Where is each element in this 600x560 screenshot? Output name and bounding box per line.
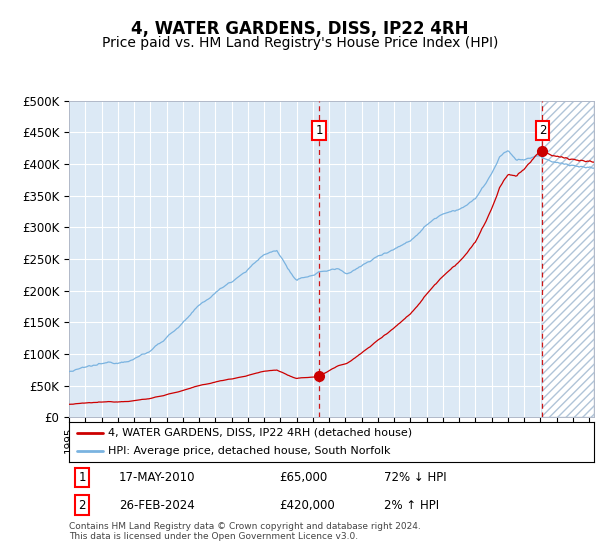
Bar xyxy=(542,101,594,417)
Text: 2: 2 xyxy=(79,499,86,512)
Text: Contains HM Land Registry data © Crown copyright and database right 2024.
This d: Contains HM Land Registry data © Crown c… xyxy=(69,522,421,542)
Text: 26-FEB-2024: 26-FEB-2024 xyxy=(119,499,194,512)
Text: 1: 1 xyxy=(79,471,86,484)
Text: 1: 1 xyxy=(315,124,323,137)
Text: £65,000: £65,000 xyxy=(279,471,327,484)
Text: £420,000: £420,000 xyxy=(279,499,335,512)
Text: 4, WATER GARDENS, DISS, IP22 4RH (detached house): 4, WATER GARDENS, DISS, IP22 4RH (detach… xyxy=(109,428,413,437)
Text: 2: 2 xyxy=(539,124,546,137)
Text: Price paid vs. HM Land Registry's House Price Index (HPI): Price paid vs. HM Land Registry's House … xyxy=(102,36,498,50)
Text: 2% ↑ HPI: 2% ↑ HPI xyxy=(384,499,439,512)
Text: 4, WATER GARDENS, DISS, IP22 4RH: 4, WATER GARDENS, DISS, IP22 4RH xyxy=(131,20,469,38)
Bar xyxy=(542,101,594,417)
Text: 17-MAY-2010: 17-MAY-2010 xyxy=(119,471,196,484)
Text: HPI: Average price, detached house, South Norfolk: HPI: Average price, detached house, Sout… xyxy=(109,446,391,456)
Text: 72% ↓ HPI: 72% ↓ HPI xyxy=(384,471,446,484)
